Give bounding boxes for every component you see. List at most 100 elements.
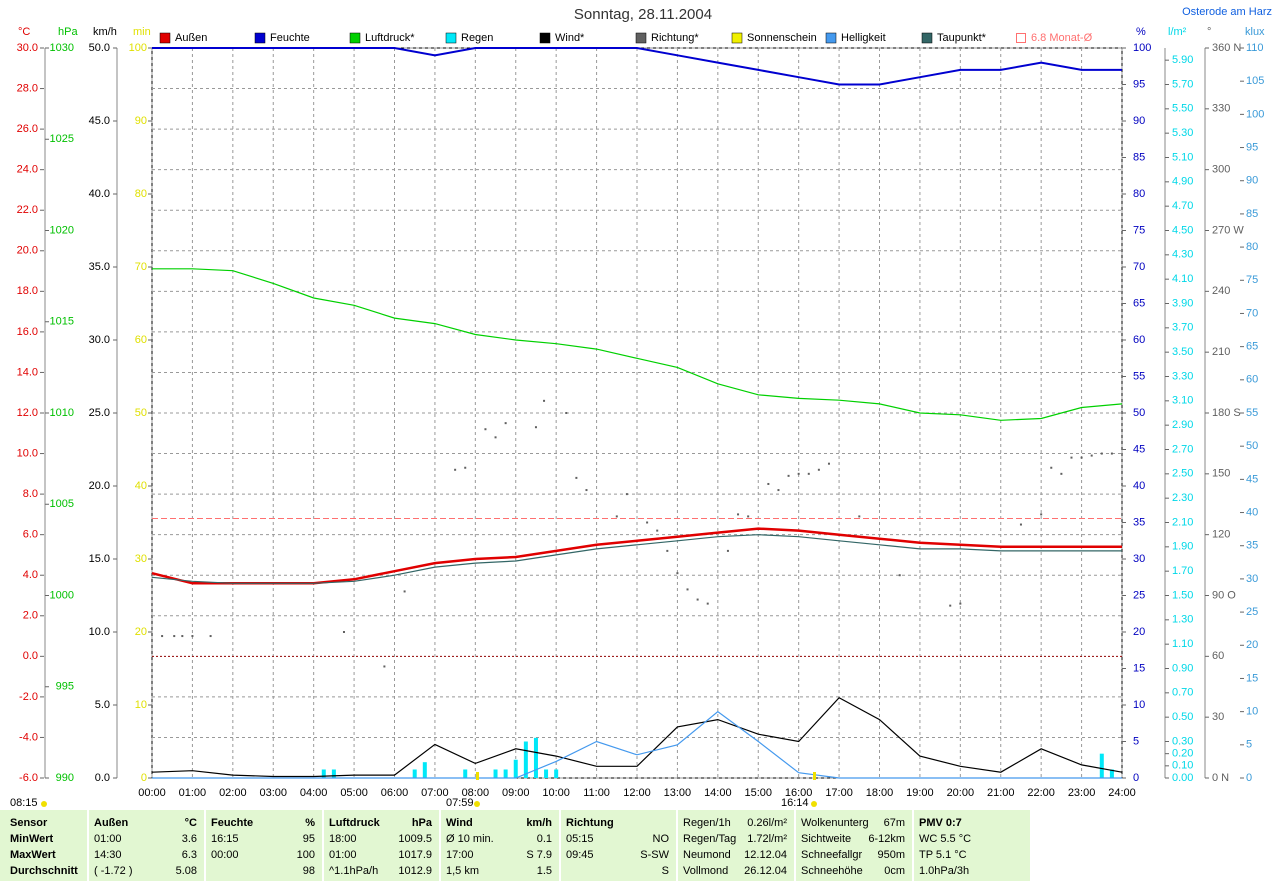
legend-label: Wind* [555,32,585,44]
direction-dot [767,482,770,485]
y-tick-label: 3.10 [1172,395,1193,407]
y-tick-label: 60 [1212,650,1224,662]
direction-dot [342,631,345,633]
stats-cell: 6.3 [182,849,197,861]
stats-cell: km/h [526,817,552,829]
stats-cell: NO [653,833,670,845]
direction-dot [1060,472,1063,475]
x-tick-label: 24:00 [1108,787,1136,799]
sun-marker [811,801,817,807]
y-tick-label: 0 N [1212,772,1229,784]
y-tick-label: 55 [1133,370,1145,382]
axis-unit: hPa [58,26,78,38]
direction-dot [1100,452,1103,455]
rain-bar [523,741,528,778]
y-tick-label: 5 [1246,739,1252,751]
direction-dot [747,515,750,518]
stats-cell: MinWert [10,833,54,845]
y-tick-label: 1030 [50,42,74,54]
axis-unit: km/h [93,26,117,38]
direction-dot [696,598,699,601]
stats-cell: Wolkenunterg [801,817,869,829]
y-tick-label: 25 [1246,606,1258,618]
x-tick-label: 16:00 [785,787,813,799]
y-tick-label: 2.90 [1172,419,1193,431]
y-tick-label: 4.10 [1172,273,1193,285]
y-tick-label: 35.0 [89,261,110,273]
y-tick-label: 10.0 [89,626,110,638]
y-tick-label: 0.70 [1172,687,1193,699]
y-tick-label: 2.30 [1172,492,1193,504]
y-tick-label: 90 [1246,175,1258,187]
y-tick-label: 40 [1246,506,1258,518]
legend-label: Feuchte [270,32,310,44]
y-tick-label: 5.30 [1172,127,1193,139]
y-tick-label: 20.0 [89,480,110,492]
y-tick-label: 80 [135,188,147,200]
direction-dot [575,476,578,479]
y-tick-label: 15 [1133,662,1145,674]
series-line [152,710,1122,779]
y-tick-label: 120 [1212,529,1230,541]
y-tick-label: 5.10 [1172,151,1193,163]
y-tick-label: 22.0 [17,204,38,216]
direction-dot [173,635,176,638]
y-tick-label: 0.00 [1172,772,1193,784]
stats-cell: 1.0hPa/3h [919,865,969,877]
axis-unit: min [133,26,151,38]
direction-dot [737,513,740,516]
y-tick-label: 5 [1133,735,1139,747]
y-tick-label: 30 [1212,711,1224,723]
y-tick-label: 110 [1246,42,1264,54]
x-tick-label: 08:00 [462,787,490,799]
stats-cell: Neumond [683,849,731,861]
stats-cell: 1017.9 [398,849,432,861]
y-tick-label: 2.10 [1172,516,1193,528]
x-tick-label: 01:00 [179,787,207,799]
sun-time: 07:59 [446,797,474,809]
stats-cell: 1012.9 [398,865,432,877]
chart-title: Sonntag, 28.11.2004 [574,6,712,23]
direction-dot [646,521,649,524]
y-tick-label: 95 [1246,141,1258,153]
y-tick-label: 2.70 [1172,443,1193,455]
y-tick-label: 360 N [1212,42,1241,54]
y-tick-label: 15 [1246,672,1258,684]
y-tick-label: 40 [1133,480,1145,492]
y-tick-label: 85 [1133,151,1145,163]
y-tick-label: 10 [1133,699,1145,711]
x-tick-label: 20:00 [947,787,975,799]
sun-time: 16:14 [781,797,809,809]
stats-cell: 1.5 [537,865,552,877]
stats-cell: 100 [297,849,315,861]
stats-cell: 05:15 [566,833,594,845]
y-tick-label: 1.30 [1172,614,1193,626]
y-tick-label: 60 [1246,374,1258,386]
y-tick-label: 20.0 [17,245,38,257]
axis-unit: l/m² [1168,26,1187,38]
direction-dot [827,462,830,465]
legend-label: Richtung* [651,32,699,44]
direction-dot [625,493,628,496]
y-tick-label: 25.0 [89,407,110,419]
stats-cell: WC 5.5 °C [919,833,971,845]
x-tick-label: 22:00 [1027,787,1055,799]
y-tick-label: 90 [1133,115,1145,127]
x-tick-label: 21:00 [987,787,1015,799]
series-line [151,696,1123,778]
stats-cell: Sensor [10,817,48,829]
stats-cell: S [662,865,669,877]
y-tick-label: 70 [1246,307,1258,319]
direction-dot [504,422,507,425]
y-tick-label: -2.0 [19,691,38,703]
y-tick-label: 1010 [50,407,74,419]
direction-dot [686,588,689,591]
series-line [151,534,1122,584]
direction-dot [777,489,780,492]
stats-cell: 26.12.04 [744,865,787,877]
stats-cell: Wind [446,817,473,829]
y-tick-label: 0 [141,772,147,784]
x-tick-label: 06:00 [381,787,409,799]
rain-bar [422,762,427,778]
y-tick-label: 10 [1246,706,1258,718]
